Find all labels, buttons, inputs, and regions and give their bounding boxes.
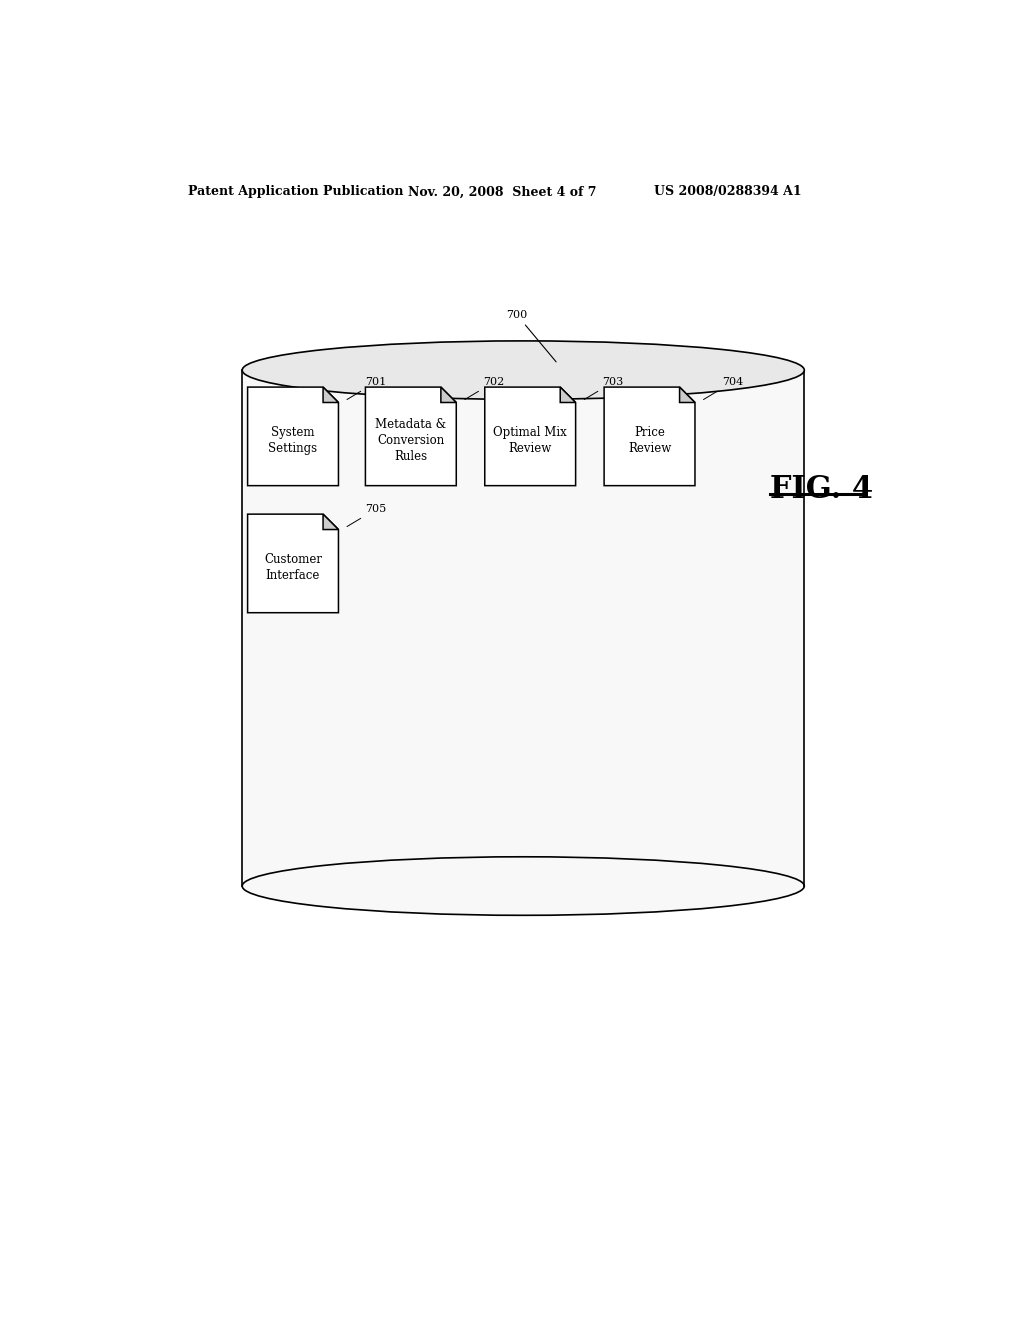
Polygon shape [366, 387, 457, 486]
Polygon shape [484, 387, 575, 486]
Text: Price
Review: Price Review [628, 426, 671, 454]
Text: System
Settings: System Settings [268, 426, 317, 454]
Polygon shape [248, 515, 339, 612]
Text: Customer
Interface: Customer Interface [264, 553, 322, 582]
Polygon shape [248, 387, 339, 486]
Ellipse shape [243, 857, 804, 915]
Text: 703: 703 [584, 378, 624, 400]
Polygon shape [604, 387, 695, 486]
Polygon shape [323, 515, 339, 529]
Text: Metadata &
Conversion
Rules: Metadata & Conversion Rules [375, 417, 446, 463]
Ellipse shape [243, 341, 804, 400]
Text: US 2008/0288394 A1: US 2008/0288394 A1 [654, 185, 802, 198]
Text: Optimal Mix
Review: Optimal Mix Review [494, 426, 567, 454]
Polygon shape [323, 387, 339, 403]
Text: FIG. 4: FIG. 4 [770, 474, 872, 506]
Text: 704: 704 [703, 378, 743, 400]
Text: 702: 702 [465, 378, 505, 400]
Polygon shape [680, 387, 695, 403]
Bar [243, 370, 804, 886]
Polygon shape [441, 387, 457, 403]
Polygon shape [560, 387, 575, 403]
Text: 700: 700 [507, 310, 556, 362]
Text: 701: 701 [347, 378, 387, 400]
Text: Patent Application Publication: Patent Application Publication [188, 185, 403, 198]
Text: Nov. 20, 2008  Sheet 4 of 7: Nov. 20, 2008 Sheet 4 of 7 [408, 185, 596, 198]
Text: 705: 705 [347, 504, 387, 527]
